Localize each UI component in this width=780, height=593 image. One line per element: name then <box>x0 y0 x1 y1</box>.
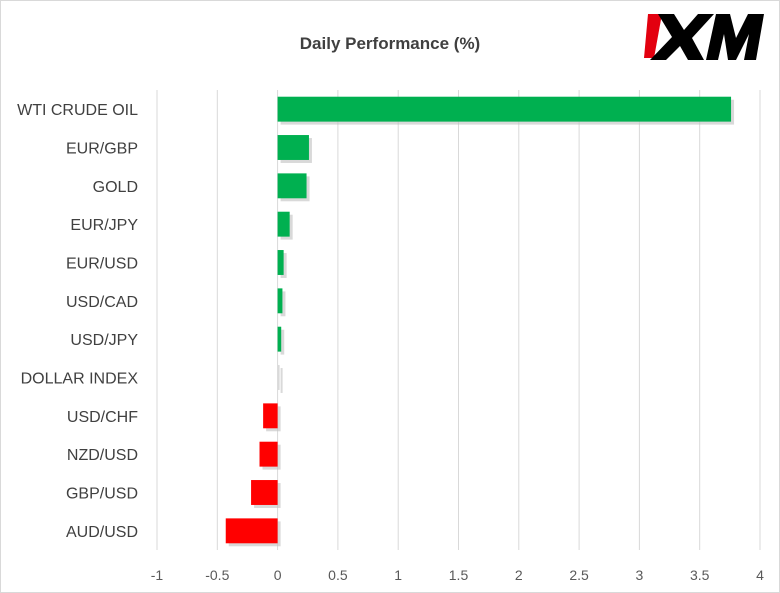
category-label: WTI CRUDE OIL <box>17 102 138 119</box>
x-tick-label: 0.5 <box>328 567 348 583</box>
bar <box>263 403 278 429</box>
x-tick-label: 4 <box>756 567 764 583</box>
logo-m <box>706 14 764 60</box>
x-tick-label: 2.5 <box>569 567 589 583</box>
bar <box>277 173 307 199</box>
logo-x <box>650 14 714 60</box>
bars <box>225 96 735 547</box>
x-tick-label: 0 <box>274 567 282 583</box>
bar <box>277 326 282 352</box>
x-tick-label: 1 <box>394 567 402 583</box>
gridlines <box>156 90 761 550</box>
category-label: EUR/GBP <box>66 141 138 158</box>
bar <box>277 135 309 160</box>
bar-shadow <box>280 291 286 317</box>
x-tick-label: 3 <box>636 567 644 583</box>
category-label: GBP/USD <box>66 486 138 503</box>
category-label: DOLLAR INDEX <box>21 371 139 388</box>
x-tick-label: -0.5 <box>205 567 229 583</box>
x-tick-label: 2 <box>515 567 523 583</box>
bar <box>225 518 278 544</box>
category-label: EUR/USD <box>66 256 138 273</box>
bar <box>277 250 284 275</box>
x-tick-label: 1.5 <box>449 567 469 583</box>
category-label: USD/CHF <box>67 409 138 426</box>
bar-shadow <box>280 368 283 393</box>
xm-logo <box>644 14 764 60</box>
bar <box>259 441 278 467</box>
category-label: USD/JPY <box>70 332 138 349</box>
x-tick-label: -1 <box>151 567 164 583</box>
tick-labels: -1 -0.5 0 0.5 1 1.5 2 2.5 3 3.5 4 <box>151 567 764 583</box>
category-label: USD/CAD <box>66 294 138 311</box>
bar <box>277 365 280 390</box>
x-tick-label: 3.5 <box>690 567 710 583</box>
bar <box>277 211 290 237</box>
chart-title: Daily Performance (%) <box>299 34 481 53</box>
bar <box>277 96 732 122</box>
category-label: GOLD <box>93 179 138 196</box>
bar-shadow <box>280 329 285 355</box>
category-label: AUD/USD <box>66 524 138 541</box>
logo-red-stripe <box>644 14 662 58</box>
category-label: NZD/USD <box>67 447 138 464</box>
bar <box>277 288 283 314</box>
category-label: EUR/JPY <box>70 217 138 234</box>
bar <box>251 480 278 505</box>
category-labels: WTI CRUDE OIL EUR/GBP GOLD EUR/JPY EUR/USD US… <box>17 102 138 541</box>
